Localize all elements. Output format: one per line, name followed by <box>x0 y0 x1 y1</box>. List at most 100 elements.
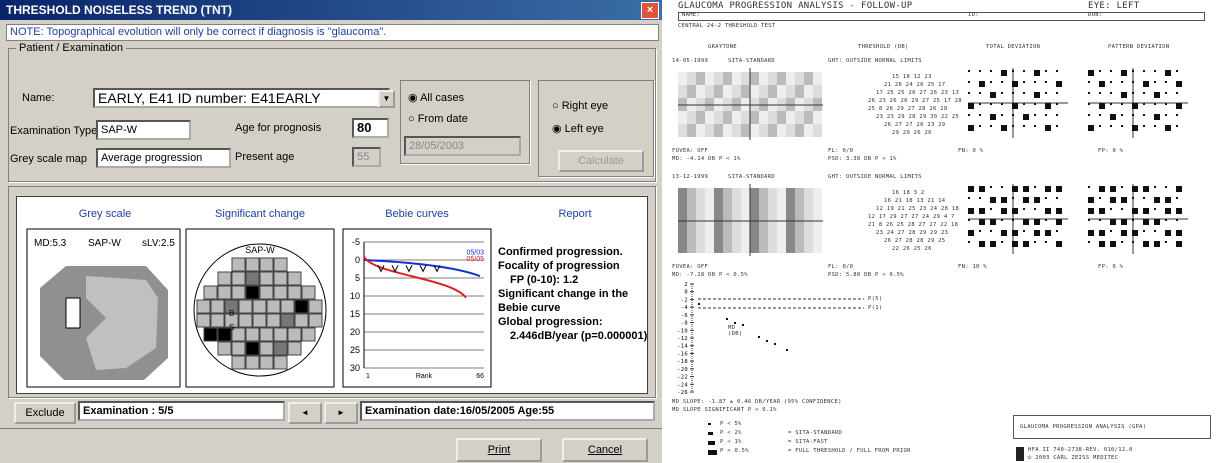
panel-title: Bebie curves <box>342 208 492 220</box>
td-symbol <box>1001 241 1003 243</box>
graytone-cell <box>687 188 696 201</box>
pd-symbol <box>1165 241 1167 243</box>
radio-label: All cases <box>420 92 464 104</box>
td-symbol <box>1001 103 1003 105</box>
td-symbol <box>1023 70 1025 72</box>
td-symbol <box>1045 186 1051 192</box>
ght: GHT: OUTSIDE NORMAL LIMITS <box>828 58 922 64</box>
pd-symbol <box>1154 114 1160 120</box>
pd-symbol <box>1143 197 1145 199</box>
cell <box>204 286 217 299</box>
strategy-label: = FULL THRESHOLD / FULL FROM PRIOR <box>788 448 911 454</box>
td-symbol <box>1023 125 1025 127</box>
next-button[interactable]: ► <box>324 402 358 424</box>
td-symbol <box>990 92 996 98</box>
cell <box>246 356 259 369</box>
graytone-cell <box>741 227 750 240</box>
pd-symbol <box>1088 219 1090 221</box>
test: SAP-W <box>245 245 275 255</box>
pd-symbol <box>1110 219 1116 225</box>
radio[interactable]: ◉ Left eye <box>552 122 604 135</box>
dropdown[interactable]: ▼ <box>378 90 395 108</box>
graytone-cell <box>723 85 732 98</box>
graytone-cell <box>795 240 804 253</box>
pd-symbol <box>1088 241 1090 243</box>
calculate-button[interactable]: Calculate <box>558 150 644 172</box>
cell <box>218 342 231 355</box>
pd-symbol <box>1176 186 1182 192</box>
td-symbol <box>1012 81 1018 87</box>
age-field[interactable]: 80 <box>352 118 389 138</box>
cell <box>288 328 301 341</box>
pd-symbol <box>1121 70 1127 76</box>
graytone-cell <box>777 188 786 201</box>
strategy-label: = SITA-STANDARD <box>788 430 842 436</box>
prev-button[interactable]: ◄ <box>288 402 322 424</box>
pd-symbol <box>1132 230 1138 236</box>
graytone-cell <box>732 111 741 124</box>
ght: GHT: OUTSIDE NORMAL LIMITS <box>828 174 922 180</box>
graytone-cell <box>741 240 750 253</box>
threshold-row: 26 27 28 28 29 25 <box>884 238 945 244</box>
pd-symbol <box>1132 114 1134 116</box>
graytone-cell <box>714 85 723 98</box>
td-symbol <box>1012 186 1018 192</box>
cell <box>274 356 287 369</box>
graytone-cell <box>687 124 696 137</box>
cell <box>288 342 301 355</box>
td-symbol <box>1001 70 1007 76</box>
radio[interactable]: ◉ All cases <box>408 91 464 104</box>
graytone-cell <box>795 188 804 201</box>
y-tick-label: 2 <box>684 282 688 288</box>
radio[interactable]: ○ Right eye <box>552 100 608 112</box>
graytone-cell <box>687 227 696 240</box>
graytone-cell <box>768 240 777 253</box>
graytone-cell <box>723 72 732 85</box>
pd-symbol <box>1154 186 1156 188</box>
radio[interactable]: ○ From date <box>408 113 468 125</box>
td-symbol <box>1023 219 1029 225</box>
y-tick-label: -6 <box>681 313 688 319</box>
y-tick-label: -16 <box>677 351 688 357</box>
radio-label: From date <box>418 113 468 125</box>
td-symbol <box>1023 241 1029 247</box>
cell <box>274 258 287 271</box>
cancel-button[interactable]: Cancel <box>562 438 648 462</box>
graytone-cell <box>813 201 822 214</box>
graytone-cell <box>705 111 714 124</box>
close-button[interactable]: × <box>641 2 659 19</box>
graytone-cell <box>696 85 705 98</box>
pd-symbol <box>1088 208 1094 214</box>
name-field[interactable]: EARLY, E41 ID number: E41EARLY <box>93 88 390 108</box>
pd-symbol <box>1099 208 1105 214</box>
md-point <box>734 322 736 324</box>
td-symbol <box>990 186 992 188</box>
graytone-cell <box>714 72 723 85</box>
graytone-cell <box>804 111 813 124</box>
graytone-cell <box>768 227 777 240</box>
grey-field[interactable]: Average progression <box>96 148 231 168</box>
exclude-button[interactable]: Exclude <box>14 402 76 424</box>
graytone-cell <box>804 227 813 240</box>
td-symbol <box>979 70 981 72</box>
threshold-row: 23 24 27 28 29 29 23 <box>876 230 948 236</box>
td-symbol <box>1012 208 1018 214</box>
td-symbol <box>979 230 981 232</box>
pd-symbol <box>1165 197 1171 203</box>
pd-symbol <box>1099 103 1105 109</box>
graytone-cell <box>687 111 696 124</box>
pd-symbol <box>1121 208 1123 210</box>
y-tick-label: -8 <box>681 321 688 327</box>
exam-type-field[interactable]: SAP-W <box>96 120 191 140</box>
pd-symbol <box>1099 219 1101 221</box>
pd-symbol <box>1132 70 1134 72</box>
pd-symbol <box>1088 197 1094 203</box>
graytone-cell <box>813 188 822 201</box>
eye: EYE: LEFT <box>1088 1 1139 11</box>
y-tick-label: -10 <box>677 328 688 334</box>
graytone-cell <box>786 124 795 137</box>
radio-label: Left eye <box>565 123 604 135</box>
td-symbol <box>968 219 970 221</box>
print-button[interactable]: Print <box>456 438 542 462</box>
graytone-cell <box>750 188 759 201</box>
